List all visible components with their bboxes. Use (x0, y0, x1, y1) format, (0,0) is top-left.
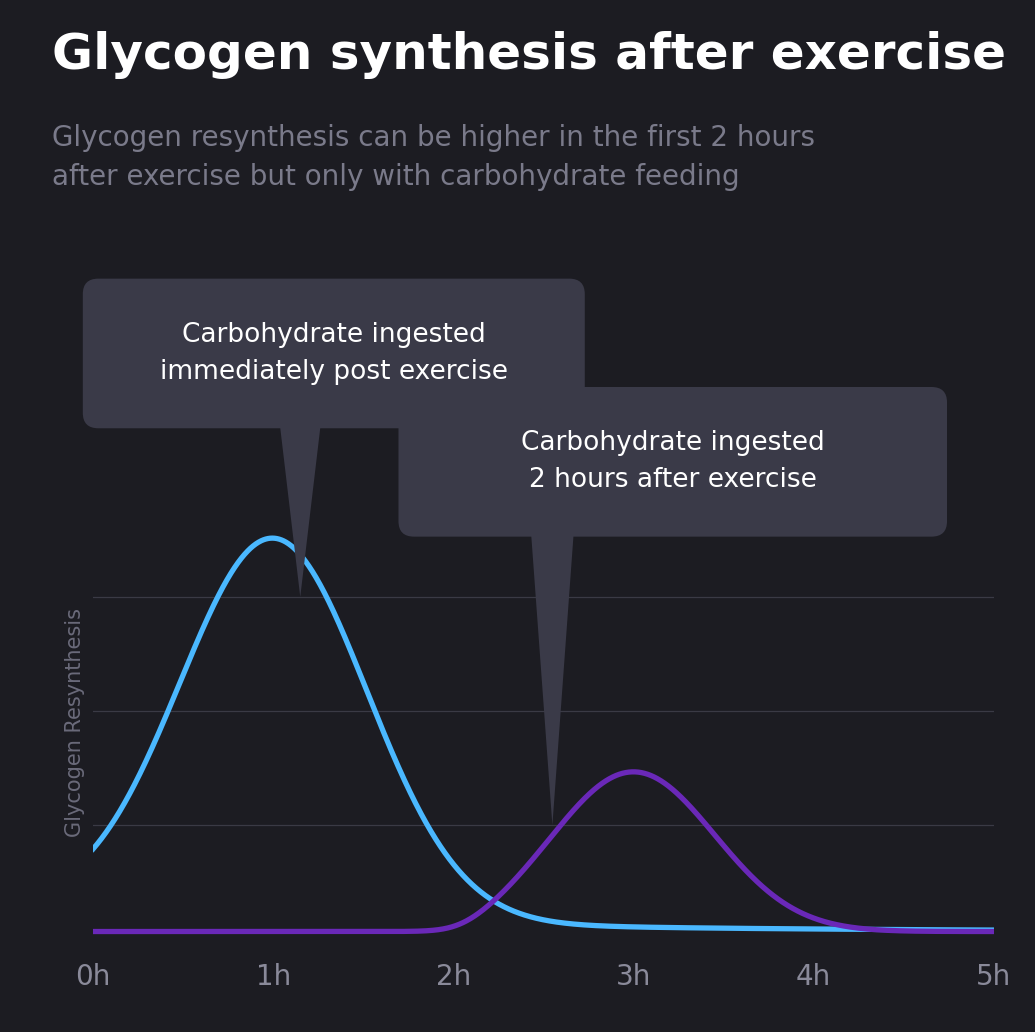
Text: Glycogen resynthesis can be higher in the first 2 hours
after exercise but only : Glycogen resynthesis can be higher in th… (52, 124, 815, 191)
Text: Carbohydrate ingested
immediately post exercise: Carbohydrate ingested immediately post e… (159, 322, 508, 385)
Text: Carbohydrate ingested
2 hours after exercise: Carbohydrate ingested 2 hours after exer… (521, 430, 825, 493)
Text: Glycogen synthesis after exercise: Glycogen synthesis after exercise (52, 31, 1006, 79)
Y-axis label: Glycogen Resynthesis: Glycogen Resynthesis (65, 608, 85, 837)
